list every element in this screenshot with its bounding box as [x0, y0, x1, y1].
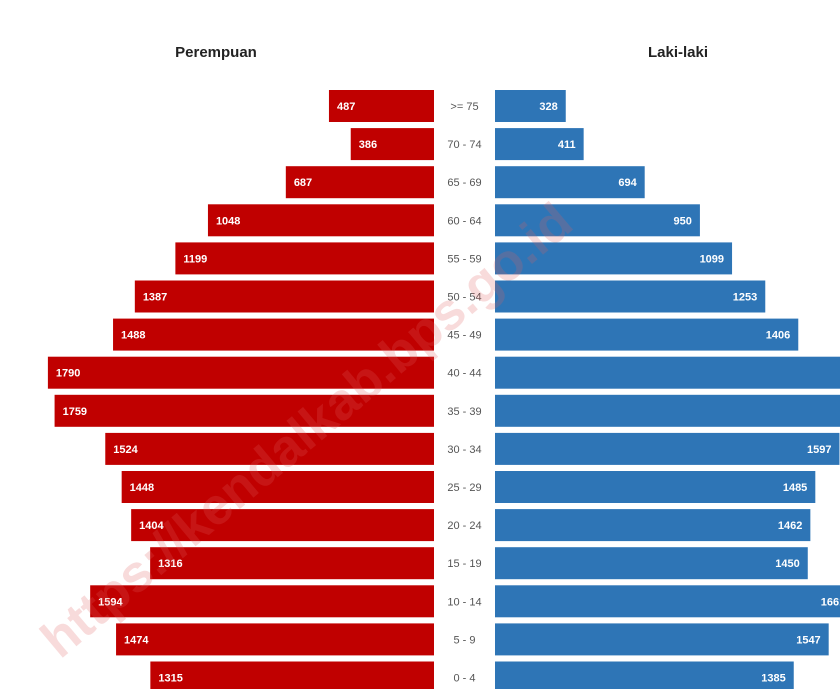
value-label-laki-laki: 694 [618, 177, 637, 189]
value-label-laki-laki: 1597 [807, 444, 831, 456]
bar-laki-laki [495, 318, 799, 351]
bar-laki-laki [495, 356, 840, 389]
value-label-perempuan: 1474 [124, 634, 149, 646]
bar-perempuan [54, 394, 434, 427]
age-group-label: 60 - 64 [447, 215, 481, 227]
bar-laki-laki [495, 471, 816, 503]
age-group-label: >= 75 [450, 101, 478, 113]
bar-perempuan [207, 204, 434, 237]
bar-laki-laki [495, 204, 700, 237]
bar-perempuan [150, 661, 435, 689]
age-group-label: 10 - 14 [447, 596, 481, 608]
value-label-laki-laki: 1099 [700, 253, 724, 265]
age-group-label: 30 - 34 [447, 444, 481, 456]
age-group-label: 65 - 69 [447, 177, 481, 189]
bar-perempuan [150, 547, 434, 580]
bar-perempuan [350, 128, 434, 161]
value-label-perempuan: 1790 [56, 368, 80, 380]
bar-laki-laki [495, 432, 840, 465]
value-label-perempuan: 1448 [130, 482, 154, 494]
bar-laki-laki [495, 661, 794, 689]
value-label-laki-laki: 1253 [733, 292, 757, 304]
value-label-laki-laki: 328 [539, 101, 557, 113]
age-group-label: 35 - 39 [447, 406, 481, 418]
bar-perempuan [175, 242, 434, 275]
value-label-laki-laki: 411 [558, 139, 576, 151]
bar-perempuan [285, 166, 434, 199]
age-group-label: 25 - 29 [447, 482, 481, 494]
value-label-laki-laki: 950 [674, 215, 692, 227]
bar-laki-laki [495, 509, 811, 542]
value-label-perempuan: 687 [294, 177, 312, 189]
bar-laki-laki [495, 280, 766, 313]
age-group-label: 20 - 24 [447, 520, 481, 532]
bar-perempuan [134, 280, 434, 313]
value-label-laki-laki: 1462 [778, 520, 802, 532]
bar-perempuan [328, 90, 434, 122]
age-group-label: 5 - 9 [453, 634, 475, 646]
bars-group [47, 90, 840, 689]
bar-perempuan [90, 585, 435, 618]
value-label-laki-laki: 1450 [775, 558, 799, 570]
value-label-perempuan: 1488 [121, 330, 145, 342]
bar-laki-laki [495, 547, 808, 580]
labels-group: 487 328 >= 75 386 411 70 - 74 687 694 65 - 69 104… [56, 101, 840, 685]
value-label-laki-laki: 1406 [766, 330, 790, 342]
bar-perempuan [47, 356, 434, 389]
bar-perempuan [121, 471, 435, 503]
value-label-laki-laki: 1485 [783, 482, 807, 494]
bar-laki-laki [495, 166, 645, 199]
value-label-perempuan: 1524 [113, 444, 138, 456]
bar-perempuan [116, 623, 434, 656]
age-group-label: 70 - 74 [447, 139, 481, 151]
bar-perempuan [131, 509, 434, 542]
value-label-perempuan: 1594 [98, 596, 123, 608]
value-label-laki-laki: 1385 [761, 673, 785, 685]
age-group-label: 45 - 49 [447, 330, 481, 342]
bar-laki-laki [495, 585, 840, 618]
value-label-perempuan: 1759 [63, 406, 87, 418]
bar-laki-laki [495, 623, 829, 656]
left-series-title: Perempuan [175, 44, 257, 61]
bar-perempuan [105, 432, 435, 465]
value-label-perempuan: 1404 [139, 520, 164, 532]
bar-laki-laki [495, 242, 733, 275]
age-group-label: 50 - 54 [447, 292, 481, 304]
value-label-perempuan: 1316 [158, 558, 182, 570]
age-group-label: 55 - 59 [447, 253, 481, 265]
bar-laki-laki [495, 90, 566, 122]
bar-perempuan [113, 318, 435, 351]
value-label-perempuan: 1048 [216, 215, 240, 227]
value-label-laki-laki: 1547 [796, 634, 820, 646]
age-group-label: 40 - 44 [447, 368, 481, 380]
value-label-perempuan: 1387 [143, 292, 167, 304]
value-label-perempuan: 487 [337, 101, 355, 113]
right-series-title: Laki-laki [648, 44, 708, 61]
age-group-label: 15 - 19 [447, 558, 481, 570]
value-label-perempuan: 386 [359, 139, 377, 151]
bar-laki-laki [495, 128, 584, 161]
value-label-perempuan: 1315 [158, 673, 182, 685]
bar-laki-laki [495, 394, 840, 427]
value-label-perempuan: 1199 [183, 253, 207, 265]
age-group-label: 0 - 4 [453, 673, 475, 685]
